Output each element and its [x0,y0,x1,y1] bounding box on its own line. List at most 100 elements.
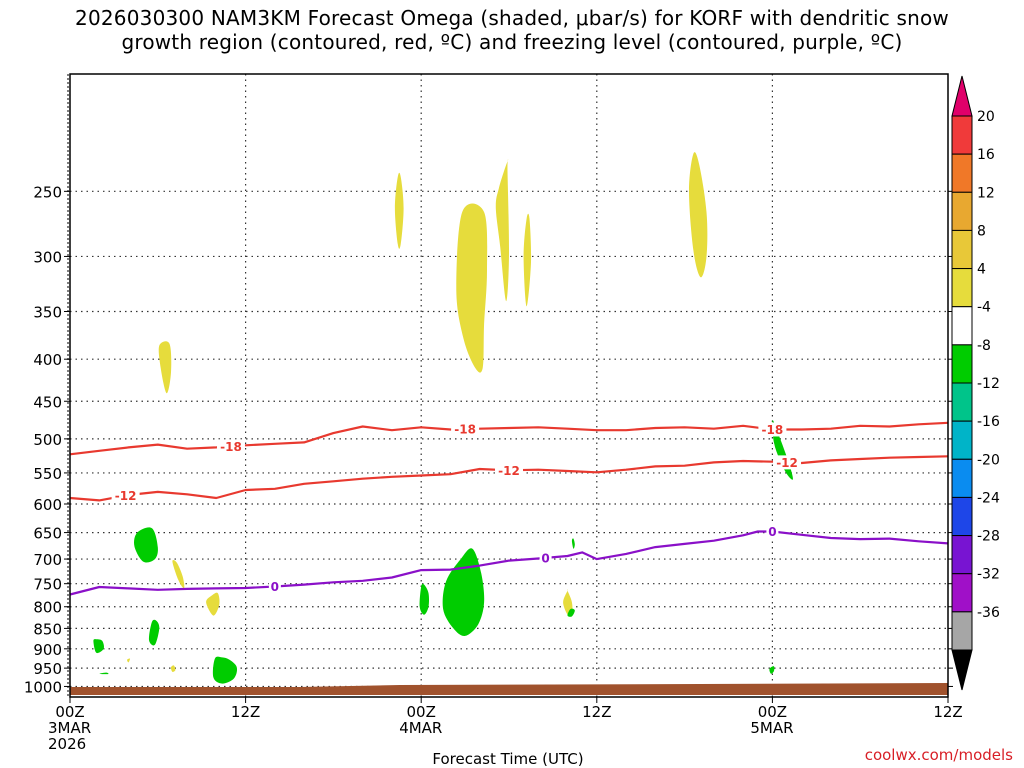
contour-line [69,421,949,456]
y-tick-label: 250 [33,183,62,201]
colorbar-box [951,268,973,308]
colorbar-box [951,191,973,231]
contour-label-bg [268,579,281,594]
y-tick-label: 950 [33,660,62,678]
plot-area: -18 -18 -18 -12 -12 -12 0 0 0 [69,74,949,697]
colorbar-box [951,496,973,537]
colorbar-top-triangle [951,75,973,117]
colorbar-label: -24 [977,490,1000,506]
omega-region [134,527,158,563]
y-tick-label: 1000 [24,678,62,696]
colorbar-box [951,306,973,346]
colorbar-box [951,458,973,498]
axes: 250 300 350 400 450 500 550 600 650 700 750 800 850 9… [24,73,963,753]
omega-region [419,583,430,615]
y-tick-label: 450 [33,393,62,411]
omega-region [689,152,708,278]
colorbar-label: -28 [977,529,1000,545]
title-line-2: growth region (contoured, red, ºC) and f… [121,30,903,54]
terrain-strip [70,683,948,695]
contour-label: -12 [115,489,137,503]
contour-label-bg [758,422,787,437]
omega-region [206,592,220,616]
colorbar-box [951,611,973,651]
omega-region [456,203,488,373]
colorbar-label: -12 [977,376,1000,392]
x-tick-label: 3MAR [48,719,91,737]
y-tick-label: 550 [33,465,62,483]
omega-region [99,672,109,675]
y-tick-label: 850 [33,620,62,638]
x-tick-label: 4MAR [399,719,442,737]
contour-label: 0 [541,551,549,565]
x-tick-label: 2026 [48,735,86,753]
y-tick-label: 800 [33,599,62,617]
contour-label-bg [539,550,552,565]
colorbar-label: -36 [977,605,1000,621]
colorbar-label: -8 [977,338,991,354]
omega-region [769,666,775,674]
chart-title: 2026030300 NAM3KM Forecast Omega (shaded… [0,6,1024,54]
contour-label: -12 [776,456,798,470]
contour-label: 0 [271,580,279,594]
x-axis-label: Forecast Time (UTC) [432,750,583,768]
y-tick-label: 900 [33,641,62,659]
contour-label: -18 [220,440,242,454]
contour-label: -18 [762,423,784,437]
colorbar-box [951,344,973,384]
y-tick-label: 650 [33,525,62,543]
colorbar-label: -4 [977,300,991,316]
credit-text: coolwx.com/models [865,746,1013,764]
x-tick-label: 12Z [231,703,260,721]
colorbar-label: 4 [977,262,986,278]
omega-region [93,639,105,654]
omega-region [172,559,185,589]
colorbar-bottom-triangle [951,649,973,691]
x-tick-label: 00Z [55,703,84,721]
contour-label-bg [773,455,802,470]
x-tick-label: 00Z [758,703,787,721]
omega-region [495,159,510,302]
y-tick-label: 750 [33,576,62,594]
colorbar-box [951,420,973,460]
omega-region [127,658,131,663]
colorbar-box [951,535,973,575]
contour-label-bg [495,463,523,478]
y-tick-label: 300 [33,248,62,266]
colorbar-box [951,229,973,270]
contour-label: 0 [768,525,776,539]
x-tick-label: 12Z [933,703,962,721]
contour-label: -18 [454,423,476,437]
y-tick-label: 500 [33,431,62,449]
contour-label-bg [111,488,140,503]
omega-region [148,619,160,646]
omega-region [212,656,238,684]
colorbar-label: -20 [977,452,1000,468]
omega-region [158,341,172,394]
x-tick-label: 12Z [582,703,611,721]
colorbar-label: -32 [977,567,1000,583]
colorbar-label: 16 [977,147,995,163]
colorbar-label: -16 [977,414,1000,430]
plot-frame [69,73,949,698]
omega-region [442,548,485,636]
omega-region [170,665,176,672]
omega-region [394,172,404,249]
y-tick-label: 700 [33,551,62,569]
contour-label-bg [216,439,245,454]
omega-region [567,608,575,617]
x-tick-label: 00Z [407,703,436,721]
omega-region [523,213,532,307]
omega-region [571,538,575,549]
y-tick-label: 600 [33,496,62,514]
y-tick-label: 400 [33,351,62,369]
colorbar-box [951,153,973,193]
contour-label-bg [451,422,480,437]
contour-line [69,530,949,596]
colorbar-box [951,573,973,613]
colorbar-label: 20 [977,109,995,125]
colorbar-box [951,382,973,422]
colorbar-label: 12 [977,185,995,201]
contour-label-bg [766,524,779,539]
